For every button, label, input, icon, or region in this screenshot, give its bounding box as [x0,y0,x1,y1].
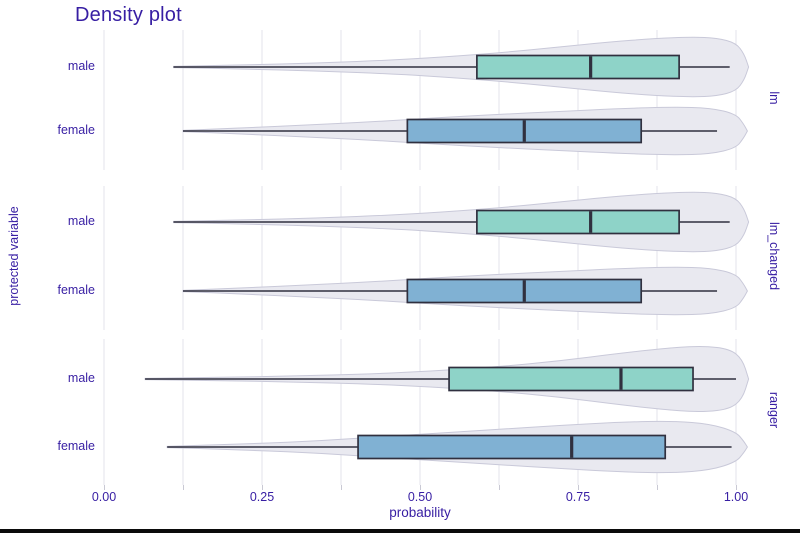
box-ranger-male [448,366,694,392]
y-axis-title: protected variable [7,206,21,306]
y-tick-label-lm_changed-male: male [67,214,95,228]
y-tick-label-ranger-male: male [67,371,95,385]
box-ranger-female [357,434,667,460]
y-tick-label-lm-male: male [67,59,95,73]
facet-strip-label-lm: lm [767,91,781,105]
facet-panel-lm [103,30,750,170]
x-tick-mark [498,485,500,490]
x-tick-mark [103,485,105,490]
y-tick-label-lm_changed-female: female [57,283,95,297]
y-tick-label-ranger-female: female [57,439,95,453]
window-bottom-border [0,529,800,533]
box-lm_changed-male [476,209,680,235]
facet-strip-label-ranger: ranger [767,391,781,429]
facet-panel-lm_changed [103,186,750,330]
x-tick-mark [419,485,421,490]
x-tick-mark [577,485,579,490]
x-tick-mark [182,485,184,490]
x-tick-label-0.50: 0.50 [407,490,433,504]
x-tick-label-1.00: 1.00 [723,490,749,504]
x-tick-mark [656,485,658,490]
chart-title: Density plot [75,4,182,26]
x-axis-title: probability [389,505,451,520]
x-tick-mark [261,485,263,490]
y-tick-label-lm-female: female [57,123,95,137]
x-tick-label-0.25: 0.25 [249,490,275,504]
x-tick-label-0.75: 0.75 [565,490,591,504]
box-lm-male [476,54,680,80]
facet-strip-label-lm_changed: lm_changed [767,221,781,291]
x-tick-mark [340,485,342,490]
x-tick-label-0.00: 0.00 [91,490,117,504]
facet-panel-ranger [103,339,750,485]
x-tick-mark [735,485,737,490]
